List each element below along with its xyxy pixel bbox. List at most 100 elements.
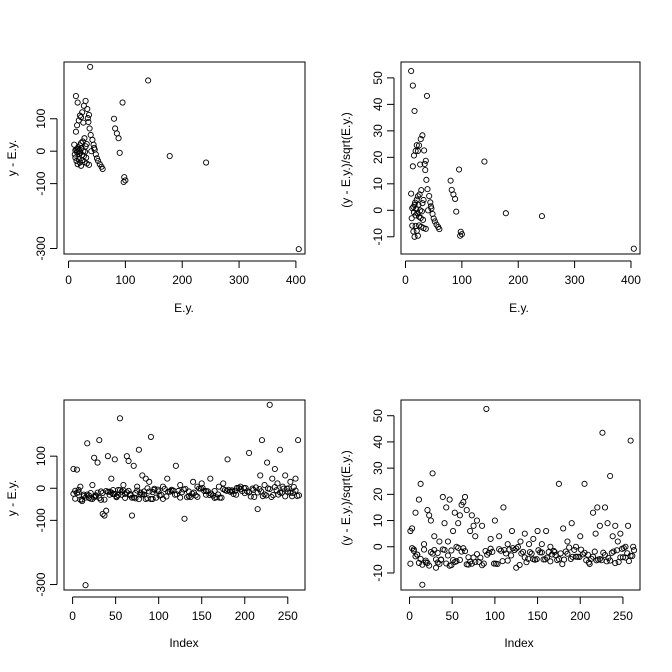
data-point — [625, 558, 632, 565]
y-tick-label: 100 — [34, 446, 48, 466]
data-point — [420, 546, 428, 553]
data-point — [290, 483, 297, 491]
data-point — [482, 547, 489, 555]
data-point — [177, 482, 184, 489]
y-axis: -300 -100 0 100 — [34, 108, 58, 261]
data-point — [146, 488, 153, 495]
data-point — [603, 558, 610, 565]
data-point — [111, 491, 118, 498]
data-point — [409, 222, 416, 229]
data-point — [421, 160, 428, 168]
data-point — [75, 156, 82, 163]
x-tick-label: 100 — [115, 273, 135, 287]
data-point — [446, 496, 453, 503]
data-point — [538, 541, 545, 548]
data-point — [84, 115, 91, 122]
y-tick-label: 100 — [34, 108, 48, 128]
data-point — [499, 558, 506, 565]
data-point — [420, 196, 427, 204]
y-tick-label: -10 — [371, 564, 385, 582]
data-point — [247, 493, 254, 500]
data-point — [111, 456, 118, 463]
data-point — [424, 186, 431, 193]
y-tick-label: 40 — [371, 97, 385, 111]
data-point — [568, 520, 575, 527]
data-point — [181, 515, 188, 522]
data-point — [135, 446, 142, 453]
data-point — [89, 482, 96, 489]
data-point — [251, 493, 258, 500]
data-point — [502, 210, 509, 217]
data-point — [504, 541, 511, 548]
data-point — [590, 553, 597, 560]
data-point — [455, 520, 462, 527]
data-point — [72, 154, 79, 161]
data-point — [422, 166, 429, 174]
data-point — [422, 157, 429, 164]
data-point — [431, 533, 438, 540]
data-point — [497, 547, 504, 554]
x-tick-label: 0 — [402, 273, 409, 287]
data-point — [266, 485, 273, 493]
data-point — [550, 547, 557, 555]
data-point — [487, 535, 494, 542]
y-tick-label: -100 — [34, 171, 48, 195]
data-point — [187, 494, 194, 501]
data-point — [86, 125, 93, 132]
y-axis-title: y - E.y. — [5, 140, 19, 176]
data-point — [282, 472, 289, 479]
data-point — [146, 478, 153, 485]
data-point — [83, 141, 90, 148]
y-tick-label: 30 — [371, 124, 385, 138]
y-tick-label: 0 — [371, 543, 385, 550]
x-tick-label: 50 — [446, 609, 460, 623]
data-point — [438, 556, 445, 563]
data-point — [426, 562, 433, 569]
data-point — [450, 557, 457, 564]
data-point — [612, 522, 619, 529]
y-tick-label: 30 — [371, 461, 385, 475]
data-point — [434, 549, 441, 556]
data-point — [259, 493, 266, 500]
data-point — [598, 557, 605, 564]
data-point — [479, 562, 486, 569]
data-point — [95, 157, 102, 164]
data-point — [99, 510, 106, 517]
data-point — [82, 582, 89, 589]
data-point — [461, 493, 469, 501]
data-point — [71, 151, 78, 158]
data-point — [415, 213, 423, 220]
data-point — [601, 504, 609, 511]
data-point — [549, 551, 556, 558]
data-point — [572, 543, 580, 550]
data-point — [418, 187, 425, 194]
data-point — [252, 484, 259, 491]
data-points — [408, 67, 637, 252]
data-point — [528, 550, 535, 557]
data-point — [216, 494, 223, 501]
data-point — [92, 151, 99, 158]
data-point — [74, 99, 81, 106]
data-point — [443, 504, 450, 511]
y-tick-label: 20 — [371, 487, 385, 501]
data-point — [511, 546, 518, 554]
data-point — [207, 475, 214, 482]
data-point — [78, 144, 85, 151]
data-point — [419, 216, 427, 223]
data-point — [572, 553, 580, 560]
data-point — [254, 506, 261, 513]
data-point — [419, 132, 426, 139]
data-point — [242, 484, 249, 492]
data-point — [89, 495, 96, 503]
data-point — [412, 509, 419, 516]
data-point — [629, 552, 636, 559]
y-tick-label: 10 — [371, 514, 385, 528]
data-point — [458, 548, 465, 555]
data-point — [412, 553, 419, 560]
data-point — [134, 487, 141, 494]
data-point — [557, 550, 564, 557]
data-point — [472, 559, 479, 566]
data-point — [123, 489, 130, 496]
data-point — [417, 136, 424, 143]
